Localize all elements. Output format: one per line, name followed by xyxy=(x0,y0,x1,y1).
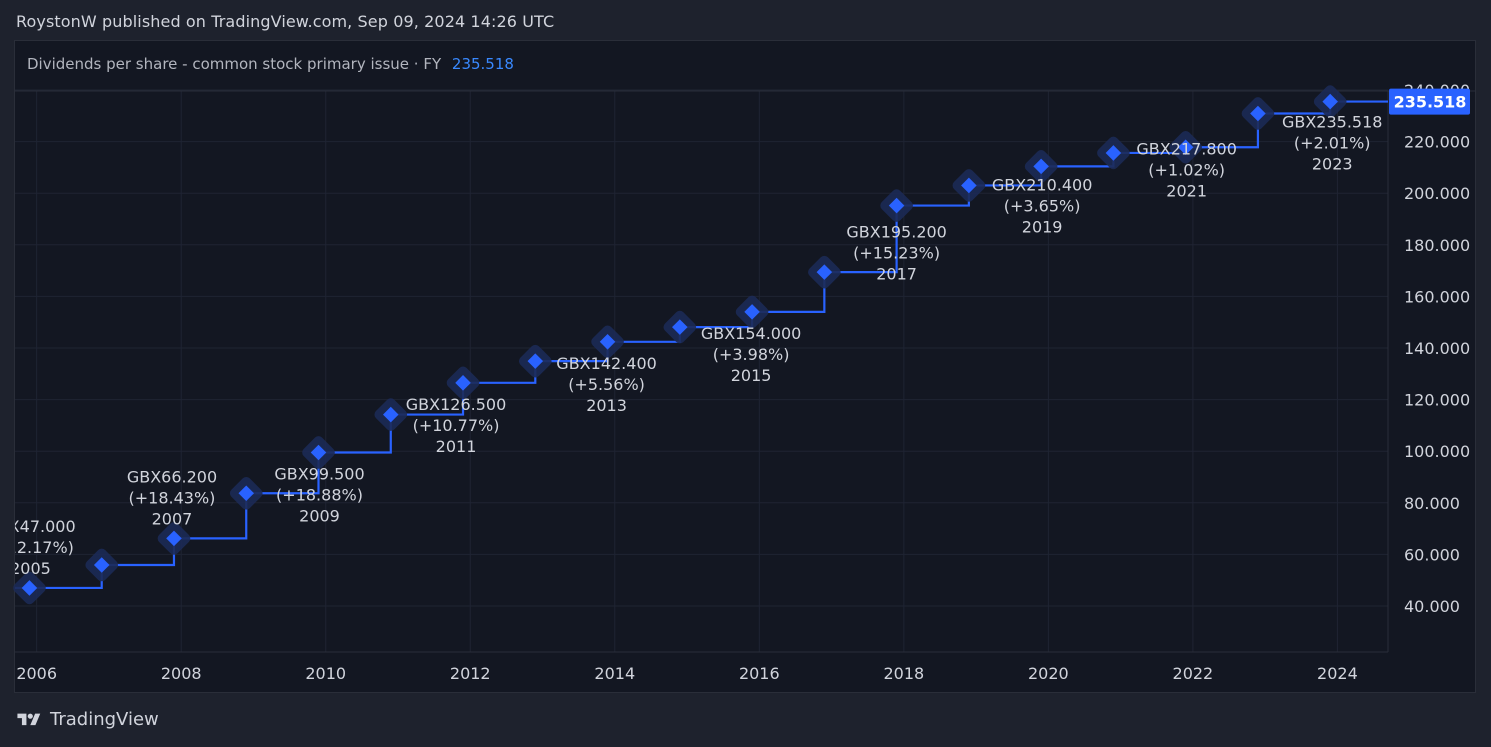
x-axis-tick-label: 2018 xyxy=(883,664,924,683)
annotation-label: GBX195.200 xyxy=(846,223,947,242)
data-point-marker xyxy=(1322,93,1338,110)
annotation-label: 2021 xyxy=(1166,181,1207,200)
last-value-label: 235.518 xyxy=(1394,93,1467,112)
x-axis-tick-label: 2014 xyxy=(594,664,635,683)
x-axis-tick-label: 2006 xyxy=(16,664,57,683)
x-axis-tick-label: 2024 xyxy=(1317,664,1358,683)
annotation-label: (+5.56%) xyxy=(568,375,645,394)
data-point-marker xyxy=(1250,105,1266,122)
y-axis-tick-label: 40.000 xyxy=(1404,597,1460,616)
y-axis-tick-label: 60.000 xyxy=(1404,545,1460,564)
y-axis-tick-label: 80.000 xyxy=(1404,494,1460,513)
annotation-label: (+1.02%) xyxy=(1148,160,1225,179)
annotation-label: GBX210.400 xyxy=(992,175,1093,194)
data-point-marker xyxy=(1105,145,1122,161)
x-axis-tick-label: 2016 xyxy=(739,664,780,683)
annotation-label: (+15.23%) xyxy=(853,244,940,263)
y-axis-tick-label: 120.000 xyxy=(1404,391,1470,410)
annotation-label: (+10.77%) xyxy=(413,416,500,435)
data-point-marker xyxy=(1033,158,1049,175)
annotation-label: (+12.17%) xyxy=(0,538,74,557)
legend-value: 235.518 xyxy=(451,55,514,73)
annotation-label: 2011 xyxy=(436,437,477,456)
y-axis-tick-label: 160.000 xyxy=(1404,287,1470,306)
x-axis-tick-label: 2012 xyxy=(450,664,491,683)
annotation-label: (+2.01%) xyxy=(1294,134,1371,153)
x-axis-tick-label: 2010 xyxy=(305,664,346,683)
annotation-label: 2017 xyxy=(876,265,917,284)
y-axis-tick-label: 200.000 xyxy=(1404,184,1470,203)
annotation-label: 2009 xyxy=(299,506,340,525)
annotation-label: GBX47.000 xyxy=(0,517,76,536)
annotation-label: 2007 xyxy=(152,509,193,528)
chart-frame xyxy=(14,40,1476,693)
tradingview-logo-icon xyxy=(17,713,41,725)
annotation-label: GBX154.000 xyxy=(701,324,802,343)
footer-brand-label: TradingView xyxy=(50,709,159,730)
y-axis-tick-label: 100.000 xyxy=(1404,442,1470,461)
legend-label: Dividends per share - common stock prima… xyxy=(27,55,442,73)
footer-brand[interactable]: TradingView xyxy=(16,709,159,730)
data-point-marker xyxy=(888,197,905,214)
x-axis-tick-label: 2008 xyxy=(161,664,202,683)
x-axis-tick-label: 2022 xyxy=(1173,664,1214,683)
x-axis-tick-label: 2020 xyxy=(1028,664,1069,683)
publisher-line: RoystonW published on TradingView.com, S… xyxy=(16,12,555,31)
annotation-label: (+18.88%) xyxy=(276,485,363,504)
y-axis-tick-label: 220.000 xyxy=(1404,133,1470,152)
annotation-group: GBX47.000 (+12.17%) 2005 GBX66.200 (+18.43%)… xyxy=(0,113,1383,578)
annotation-label: (+3.98%) xyxy=(713,345,790,364)
annotation-label: 2019 xyxy=(1022,217,1063,236)
annotation-label: (+3.65%) xyxy=(1004,196,1081,215)
annotation-label: 2015 xyxy=(731,366,772,385)
annotation-label: GBX235.518 xyxy=(1282,113,1383,132)
annotation-label: GBX66.200 xyxy=(127,467,217,486)
data-point-marker xyxy=(1177,139,1194,156)
chart-legend: Dividends per share - common stock prima… xyxy=(27,55,514,73)
annotation-label: 2023 xyxy=(1312,155,1353,174)
data-point-marker xyxy=(238,485,255,502)
annotation-label: GBX126.500 xyxy=(406,395,507,414)
y-axis-tick-label: 140.000 xyxy=(1404,339,1470,358)
data-point-marker xyxy=(961,177,977,194)
annotation-label: GBX99.500 xyxy=(274,464,364,483)
data-point-marker xyxy=(166,530,182,547)
y-axis-tick-label: 180.000 xyxy=(1404,236,1470,255)
annotation-label: GBX142.400 xyxy=(556,354,657,373)
annotation-label: (+18.43%) xyxy=(129,488,216,507)
last-value-tag xyxy=(1389,88,1470,115)
annotation-label: GBX217.800 xyxy=(1136,139,1237,158)
annotation-label: 2013 xyxy=(586,396,627,415)
annotation-label: 2005 xyxy=(10,559,51,578)
